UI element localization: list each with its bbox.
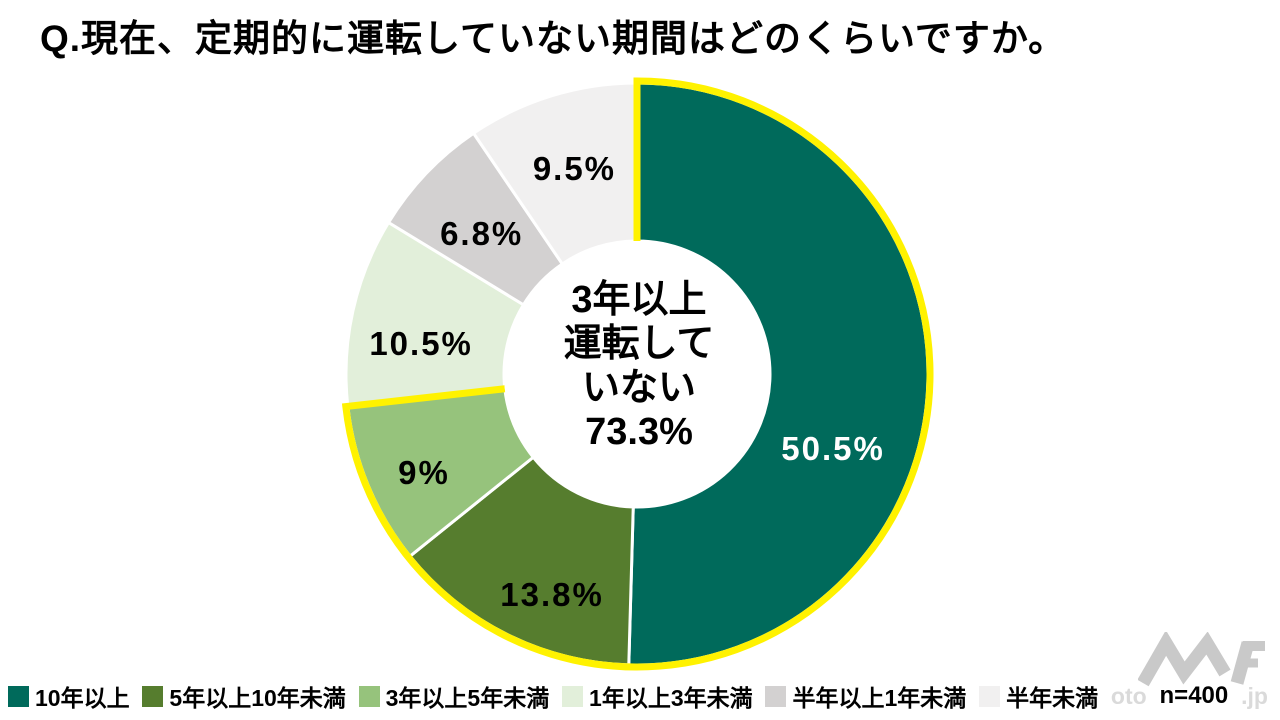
donut-hole	[504, 241, 770, 507]
legend-label-5: 半年未満	[1006, 685, 1099, 711]
center-label-line: 3年以上	[571, 279, 707, 321]
legend-item-3: 1年以上3年未満	[562, 679, 753, 713]
legend-item-2: 3年以上5年未満	[358, 679, 550, 713]
center-label: 3年以上 運転して いない 73.3%	[564, 278, 715, 454]
slice-label-0: 50.5%	[781, 430, 885, 468]
center-label-line: 73.3%	[585, 411, 693, 453]
legend-label-1: 5年以上10年未満	[169, 685, 346, 711]
legend-item-1: 5年以上10年未満	[142, 679, 346, 713]
legend-item-4: 半年以上1年未満	[765, 679, 966, 713]
legend-swatch-1	[142, 685, 164, 707]
legend-swatch-4	[765, 685, 787, 707]
chart-title: Q.現在、定期的に運転していない期間はどのくらいですか。	[40, 18, 1067, 59]
center-label-line: 運転して	[563, 323, 715, 365]
legend-label-3: 1年以上3年未満	[589, 685, 753, 711]
watermark-fragment-oto: oto	[1110, 682, 1147, 709]
legend-swatch-0	[8, 685, 29, 707]
slice-label-3: 10.5%	[369, 324, 473, 362]
motorfan-logo-icon	[1138, 632, 1265, 687]
sample-size: n=400	[1159, 682, 1229, 709]
legend-item-5: 半年未満	[979, 679, 1098, 713]
legend-label-2: 3年以上5年未満	[385, 685, 550, 711]
center-label-line: いない	[581, 367, 696, 409]
slice-label-1: 13.8%	[500, 576, 604, 614]
watermark-fragment-jp: .jp	[1241, 682, 1268, 709]
slice-label-4: 6.8%	[440, 215, 524, 253]
slice-label-2: 9%	[398, 454, 450, 492]
legend-swatch-5	[979, 685, 1001, 707]
legend-label-4: 半年以上1年未満	[792, 685, 967, 711]
legend-label-0: 10年以上	[35, 685, 130, 711]
legend-swatch-3	[562, 685, 584, 707]
slice-label-5: 9.5%	[532, 150, 617, 188]
legend-item-0: 10年以上	[8, 679, 130, 713]
highlight-outline	[341, 77, 934, 671]
legend-swatch-2	[358, 685, 380, 707]
legend: 10年以上 5年以上10年未満 3年以上5年未満 1年以上3年未満 半年以上1年未満 半年…	[8, 682, 1268, 711]
